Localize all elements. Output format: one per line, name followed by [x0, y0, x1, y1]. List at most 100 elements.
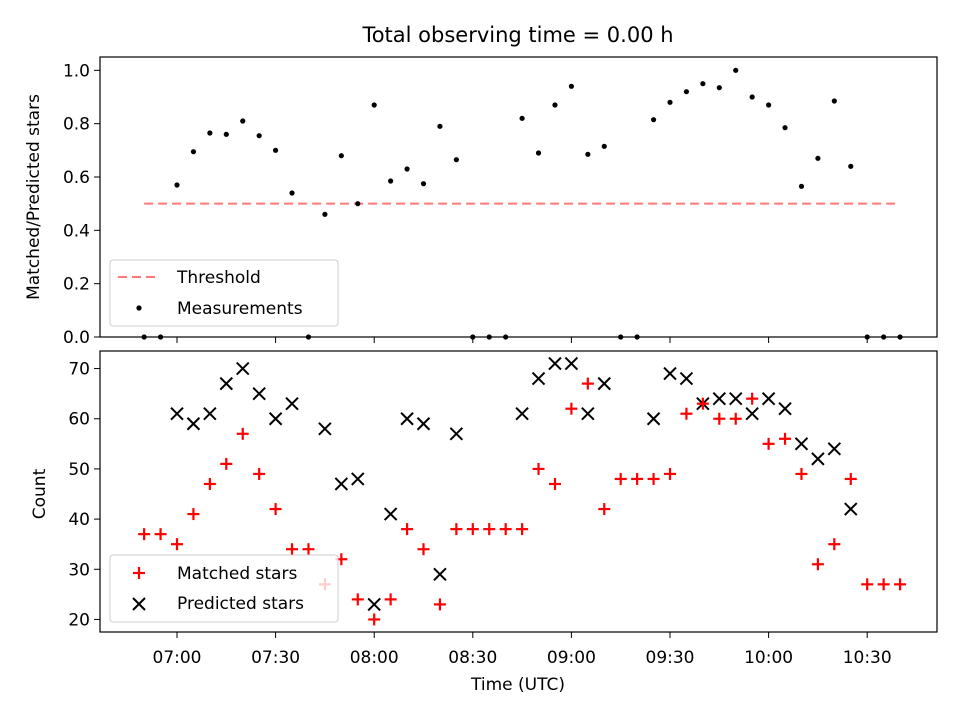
bottom-y-tick-label: 20: [68, 610, 90, 630]
measurement-point: [322, 211, 328, 217]
measurement-point: [601, 143, 607, 149]
measurement-point: [749, 94, 755, 100]
top-y-axis-label: Matched/Predicted stars: [24, 94, 44, 300]
measurement-point: [437, 123, 443, 129]
predicted-point: [531, 371, 546, 386]
matched-point: [269, 503, 282, 516]
top-y-tick-label: 0.2: [63, 275, 90, 295]
matched-point: [729, 412, 742, 425]
top-legend: Threshold Measurements: [109, 259, 339, 327]
bottom-x-tick-label: 07:00: [153, 648, 202, 668]
predicted-point: [646, 412, 661, 426]
measurement-point: [815, 155, 821, 161]
predicted-stars-series: [170, 356, 858, 612]
bottom-x-tick-label: 09:30: [646, 648, 695, 668]
predicted-point: [236, 361, 250, 376]
top-y-tick-label: 0.6: [63, 168, 90, 188]
matched-point: [647, 472, 660, 485]
measurement-point: [650, 117, 657, 123]
measurement-point: [766, 102, 772, 108]
matched-point: [351, 593, 364, 606]
bottom-panel: 20 30 40 50 60 70 07:00 07:30 08:00 08:30 09:00 09…: [30, 350, 938, 695]
predicted-point: [252, 386, 266, 401]
bottom-x-ticks: 07:00 07:30 08:00 08:30 09:00 09:30 10:00 10:30: [153, 632, 892, 668]
measurement-point: [338, 153, 344, 159]
bottom-legend-box: [109, 554, 339, 623]
matched-point: [154, 528, 167, 541]
bottom-legend: Matched stars Predicted stars: [109, 554, 339, 623]
top-y-ticks: 0.0 0.2 0.4 0.6 0.8 1.0: [63, 61, 100, 348]
matched-point: [532, 462, 545, 475]
predicted-point: [761, 391, 776, 406]
predicted-point: [285, 396, 299, 411]
matched-point: [631, 472, 644, 485]
predicted-point: [515, 407, 529, 421]
top-legend-box: [109, 259, 339, 327]
measurement-point: [207, 130, 213, 136]
top-panel: Total observing time = 0.00 h 0.00.20.40…: [24, 23, 938, 348]
predicted-point: [367, 597, 381, 612]
legend-matched-swatch: [133, 567, 145, 579]
matched-point: [138, 528, 151, 541]
predicted-point: [778, 401, 792, 416]
top-x-ticks: [176, 337, 868, 343]
measurement-point: [535, 150, 542, 156]
legend-measurements-label: Measurements: [177, 299, 303, 319]
predicted-point: [400, 412, 414, 426]
matched-point: [450, 523, 463, 536]
legend-measurements-swatch: [136, 305, 142, 311]
matched-point: [548, 477, 561, 490]
predicted-point: [794, 437, 809, 451]
matched-point: [894, 578, 907, 591]
matched-point: [483, 523, 496, 536]
matched-point: [828, 538, 841, 551]
predicted-point: [219, 376, 234, 391]
matched-point: [861, 578, 874, 591]
predicted-point: [712, 391, 727, 406]
matched-point: [433, 598, 446, 611]
matched-point: [466, 523, 479, 536]
matched-point: [253, 467, 266, 480]
matched-point: [680, 407, 693, 420]
bottom-y-tick-label: 60: [68, 410, 90, 430]
matched-point: [713, 412, 726, 425]
matched-point: [236, 427, 249, 440]
measurement-point: [667, 99, 673, 105]
measurement-point: [700, 81, 706, 87]
bottom-y-axis-label: Count: [30, 468, 50, 519]
matched-point: [614, 472, 627, 485]
matched-point: [877, 578, 890, 591]
matched-point: [565, 402, 578, 415]
matched-point: [302, 543, 315, 556]
predicted-point: [203, 407, 217, 421]
measurement-point: [174, 182, 180, 188]
measurement-point: [273, 147, 279, 153]
matched-point: [220, 457, 233, 470]
predicted-point: [548, 356, 562, 371]
matched-point: [368, 613, 381, 626]
measurement-point: [355, 201, 361, 207]
predicted-point: [597, 376, 611, 391]
measurement-point: [831, 98, 837, 104]
matched-point: [171, 538, 183, 551]
legend-matched-label: Matched stars: [177, 564, 297, 584]
bottom-y-tick-label: 70: [68, 360, 90, 380]
predicted-point: [745, 407, 759, 421]
top-y-tick-label: 0.4: [63, 221, 90, 241]
x-axis-label: Time (UTC): [470, 675, 565, 695]
measurement-point: [453, 157, 459, 163]
top-y-tick-label: 1.0: [63, 61, 90, 81]
predicted-point: [827, 442, 842, 456]
matched-point: [762, 437, 775, 450]
predicted-point: [318, 422, 332, 436]
measurement-point: [716, 85, 722, 91]
bottom-panel-frame: [99, 350, 938, 633]
bottom-x-tick-label: 09:00: [547, 648, 596, 668]
top-y-tick-label: 0.0: [63, 328, 90, 348]
bottom-y-tick-label: 50: [68, 460, 90, 480]
matched-point: [499, 523, 512, 536]
measurement-point: [256, 133, 262, 139]
predicted-point: [449, 427, 464, 441]
predicted-point: [729, 391, 743, 406]
